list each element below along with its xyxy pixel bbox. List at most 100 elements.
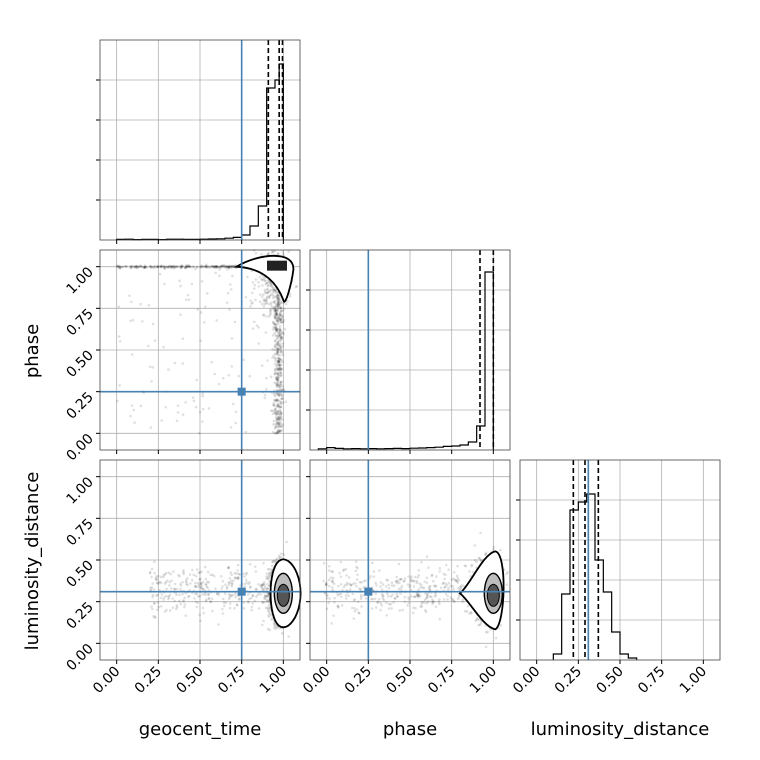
scatter-geocent-time-vs-luminosity-distance-point-839 [211, 609, 214, 613]
scatter-phase-vs-luminosity-distance-point-821 [339, 582, 343, 586]
scatter-geocent-time-vs-luminosity-distance-point-32 [267, 592, 271, 596]
scatter-phase-vs-luminosity-distance-point-587 [489, 628, 492, 631]
scatter-phase-vs-luminosity-distance-point-988 [359, 595, 363, 599]
scatter-geocent-time-vs-phase-point-698 [281, 315, 285, 318]
scatter-geocent-time-vs-phase-point-637 [275, 291, 279, 294]
scatter-geocent-time-vs-phase-point-257 [116, 265, 119, 269]
scatter-geocent-time-vs-phase-point-809 [269, 283, 273, 286]
scatter-geocent-time-vs-phase-point-238 [135, 264, 138, 268]
scatter-geocent-time-vs-luminosity-distance-point-414 [265, 577, 268, 580]
scatter-geocent-time-vs-phase-point-606 [280, 367, 284, 371]
scatter-phase-vs-luminosity-distance-point-844 [417, 594, 420, 598]
scatter-phase-vs-luminosity-distance-point-929 [428, 595, 432, 598]
scatter-geocent-time-vs-phase-point-525 [277, 303, 280, 307]
scatter-geocent-time-vs-luminosity-distance-point-1049 [242, 601, 246, 604]
scatter-phase-vs-luminosity-distance-point-703 [379, 581, 383, 584]
scatter-geocent-time-vs-phase-point-1072 [251, 281, 255, 284]
scatter-phase-vs-luminosity-distance-point-492 [484, 645, 488, 649]
scatter-geocent-time-vs-phase-point-817 [288, 292, 292, 296]
scatter-geocent-time-vs-phase-point-867 [270, 305, 274, 309]
scatter-phase-vs-luminosity-distance-point-1030 [420, 583, 423, 587]
scatter-geocent-time-vs-phase-point-367 [280, 394, 284, 398]
scatter-geocent-time-vs-luminosity-distance-point-1002 [164, 571, 168, 575]
scatter-geocent-time-vs-phase-point-106 [179, 266, 183, 270]
ylabel-luminosity-distance: luminosity_distance [22, 472, 43, 651]
scatter-geocent-time-vs-phase-point-250 [166, 265, 170, 269]
scatter-geocent-time-vs-phase-point-383 [276, 296, 279, 299]
hist-luminosity-distance-steps [552, 493, 638, 660]
scatter-geocent-time-vs-phase-point-414 [275, 308, 278, 312]
scatter-geocent-time-vs-luminosity-distance-point-768 [224, 601, 228, 605]
hist-geocent-time [96, 39, 301, 244]
scatter-geocent-time-vs-phase-point-807 [253, 283, 257, 287]
scatter-phase-vs-luminosity-distance-point-1038 [409, 577, 413, 580]
scatter-phase-vs-luminosity-distance-point-650 [425, 555, 429, 558]
scatter-geocent-time-vs-luminosity-distance-point-865 [247, 601, 250, 604]
scatter-phase-vs-luminosity-distance-point-1044 [447, 568, 450, 571]
scatter-geocent-time-vs-phase-point-275 [272, 409, 276, 413]
scatter-geocent-time-vs-phase-point-427 [274, 310, 278, 314]
scatter-geocent-time-vs-phase-point-740 [273, 352, 277, 356]
scatter-geocent-time-vs-phase-point-405 [276, 431, 280, 434]
scatter-phase-vs-luminosity-distance-point-816 [438, 617, 442, 621]
scatter-geocent-time-vs-phase-point-1037 [275, 431, 279, 435]
scatter-geocent-time-vs-luminosity-distance-point-817 [194, 585, 197, 588]
scatter-geocent-time-vs-phase-point-429 [279, 382, 282, 386]
scatter-geocent-time-vs-luminosity-distance-xtick-label-3: 0.75 [215, 664, 248, 697]
scatter-geocent-time-vs-phase-point-149 [124, 265, 127, 268]
scatter-geocent-time-vs-luminosity-distance-point-1029 [235, 604, 239, 607]
scatter-geocent-time-vs-luminosity-distance-point-888 [172, 570, 175, 573]
scatter-geocent-time-vs-phase-point-1035 [176, 404, 180, 407]
scatter-geocent-time-vs-luminosity-distance-point-44 [264, 606, 268, 610]
scatter-geocent-time-vs-phase-point-1032 [257, 342, 260, 345]
scatter-geocent-time-vs-luminosity-distance-point-922 [263, 601, 266, 604]
scatter-geocent-time-vs-phase-point-612 [279, 346, 283, 350]
scatter-geocent-time-vs-phase-point-186 [200, 264, 203, 267]
scatter-geocent-time-vs-phase-point-996 [148, 365, 152, 369]
scatter-geocent-time-vs-phase-point-259 [230, 264, 234, 268]
scatter-geocent-time-vs-phase-point-378 [276, 421, 280, 425]
scatter-phase-vs-luminosity-distance-point-898 [402, 580, 406, 583]
scatter-phase-vs-luminosity-distance-point-624 [428, 587, 431, 590]
scatter-geocent-time-vs-luminosity-distance-point-1043 [233, 606, 236, 610]
scatter-geocent-time-vs-luminosity-distance-point-1024 [264, 587, 268, 590]
scatter-phase-vs-luminosity-distance-point-602 [413, 595, 416, 599]
scatter-geocent-time-vs-phase-point-1049 [129, 414, 132, 418]
scatter-phase-vs-luminosity-distance-point-484 [478, 557, 482, 560]
scatter-geocent-time-vs-luminosity-distance-point-732 [149, 588, 152, 592]
scatter-geocent-time-vs-phase-point-39 [115, 264, 119, 268]
scatter-geocent-time-vs-luminosity-distance-point-977 [206, 570, 210, 574]
scatter-geocent-time-vs-phase-point-656 [275, 316, 279, 320]
scatter-geocent-time-vs-phase-point-805 [282, 301, 286, 305]
scatter-geocent-time-vs-phase-point-1003 [160, 419, 163, 422]
scatter-geocent-time-vs-luminosity-distance-point-766 [256, 593, 260, 597]
scatter-phase-vs-luminosity-distance-point-755 [420, 605, 423, 608]
scatter-geocent-time-vs-phase-point-433 [279, 405, 282, 409]
scatter-phase-vs-luminosity-distance-point-908 [331, 570, 335, 574]
scatter-geocent-time-vs-luminosity-distance-point-1009 [204, 583, 207, 586]
scatter-geocent-time-vs-luminosity-distance-point-708 [204, 598, 208, 601]
scatter-phase-vs-luminosity-distance-point-530 [505, 583, 509, 586]
scatter-geocent-time-vs-phase-point-444 [271, 286, 275, 290]
scatter-geocent-time-vs-luminosity-distance-point-1033 [234, 593, 237, 596]
scatter-geocent-time-vs-phase-point-610 [274, 295, 278, 299]
scatter-geocent-time-vs-phase-point-1030 [194, 405, 198, 409]
scatter-phase-vs-luminosity-distance-point-961 [359, 587, 362, 591]
scatter-geocent-time-vs-phase-point-303 [273, 372, 277, 376]
scatter-geocent-time-vs-phase-point-518 [276, 361, 279, 364]
scatter-geocent-time-vs-phase-point-611 [277, 360, 281, 364]
scatter-phase-vs-luminosity-distance-point-901 [465, 610, 469, 613]
scatter-phase-vs-luminosity-distance-point-997 [372, 570, 376, 573]
scatter-geocent-time-vs-phase-point-1060 [164, 405, 168, 409]
scatter-phase-vs-luminosity-distance-point-871 [332, 614, 335, 618]
scatter-phase-vs-luminosity-distance-point-705 [390, 607, 393, 610]
scatter-geocent-time-vs-phase-point-987 [227, 373, 231, 377]
scatter-phase-vs-luminosity-distance-point-935 [416, 576, 420, 579]
scatter-geocent-time-vs-luminosity-distance-point-129 [261, 588, 265, 591]
scatter-phase-vs-luminosity-distance-point-800 [443, 585, 447, 589]
scatter-geocent-time-vs-phase-point-629 [276, 328, 279, 332]
scatter-geocent-time-vs-phase-point-565 [279, 392, 282, 395]
scatter-geocent-time-vs-luminosity-distance-point-772 [186, 577, 189, 580]
scatter-geocent-time-vs-phase-point-210 [214, 264, 217, 268]
scatter-geocent-time-vs-phase-point-729 [275, 410, 278, 414]
